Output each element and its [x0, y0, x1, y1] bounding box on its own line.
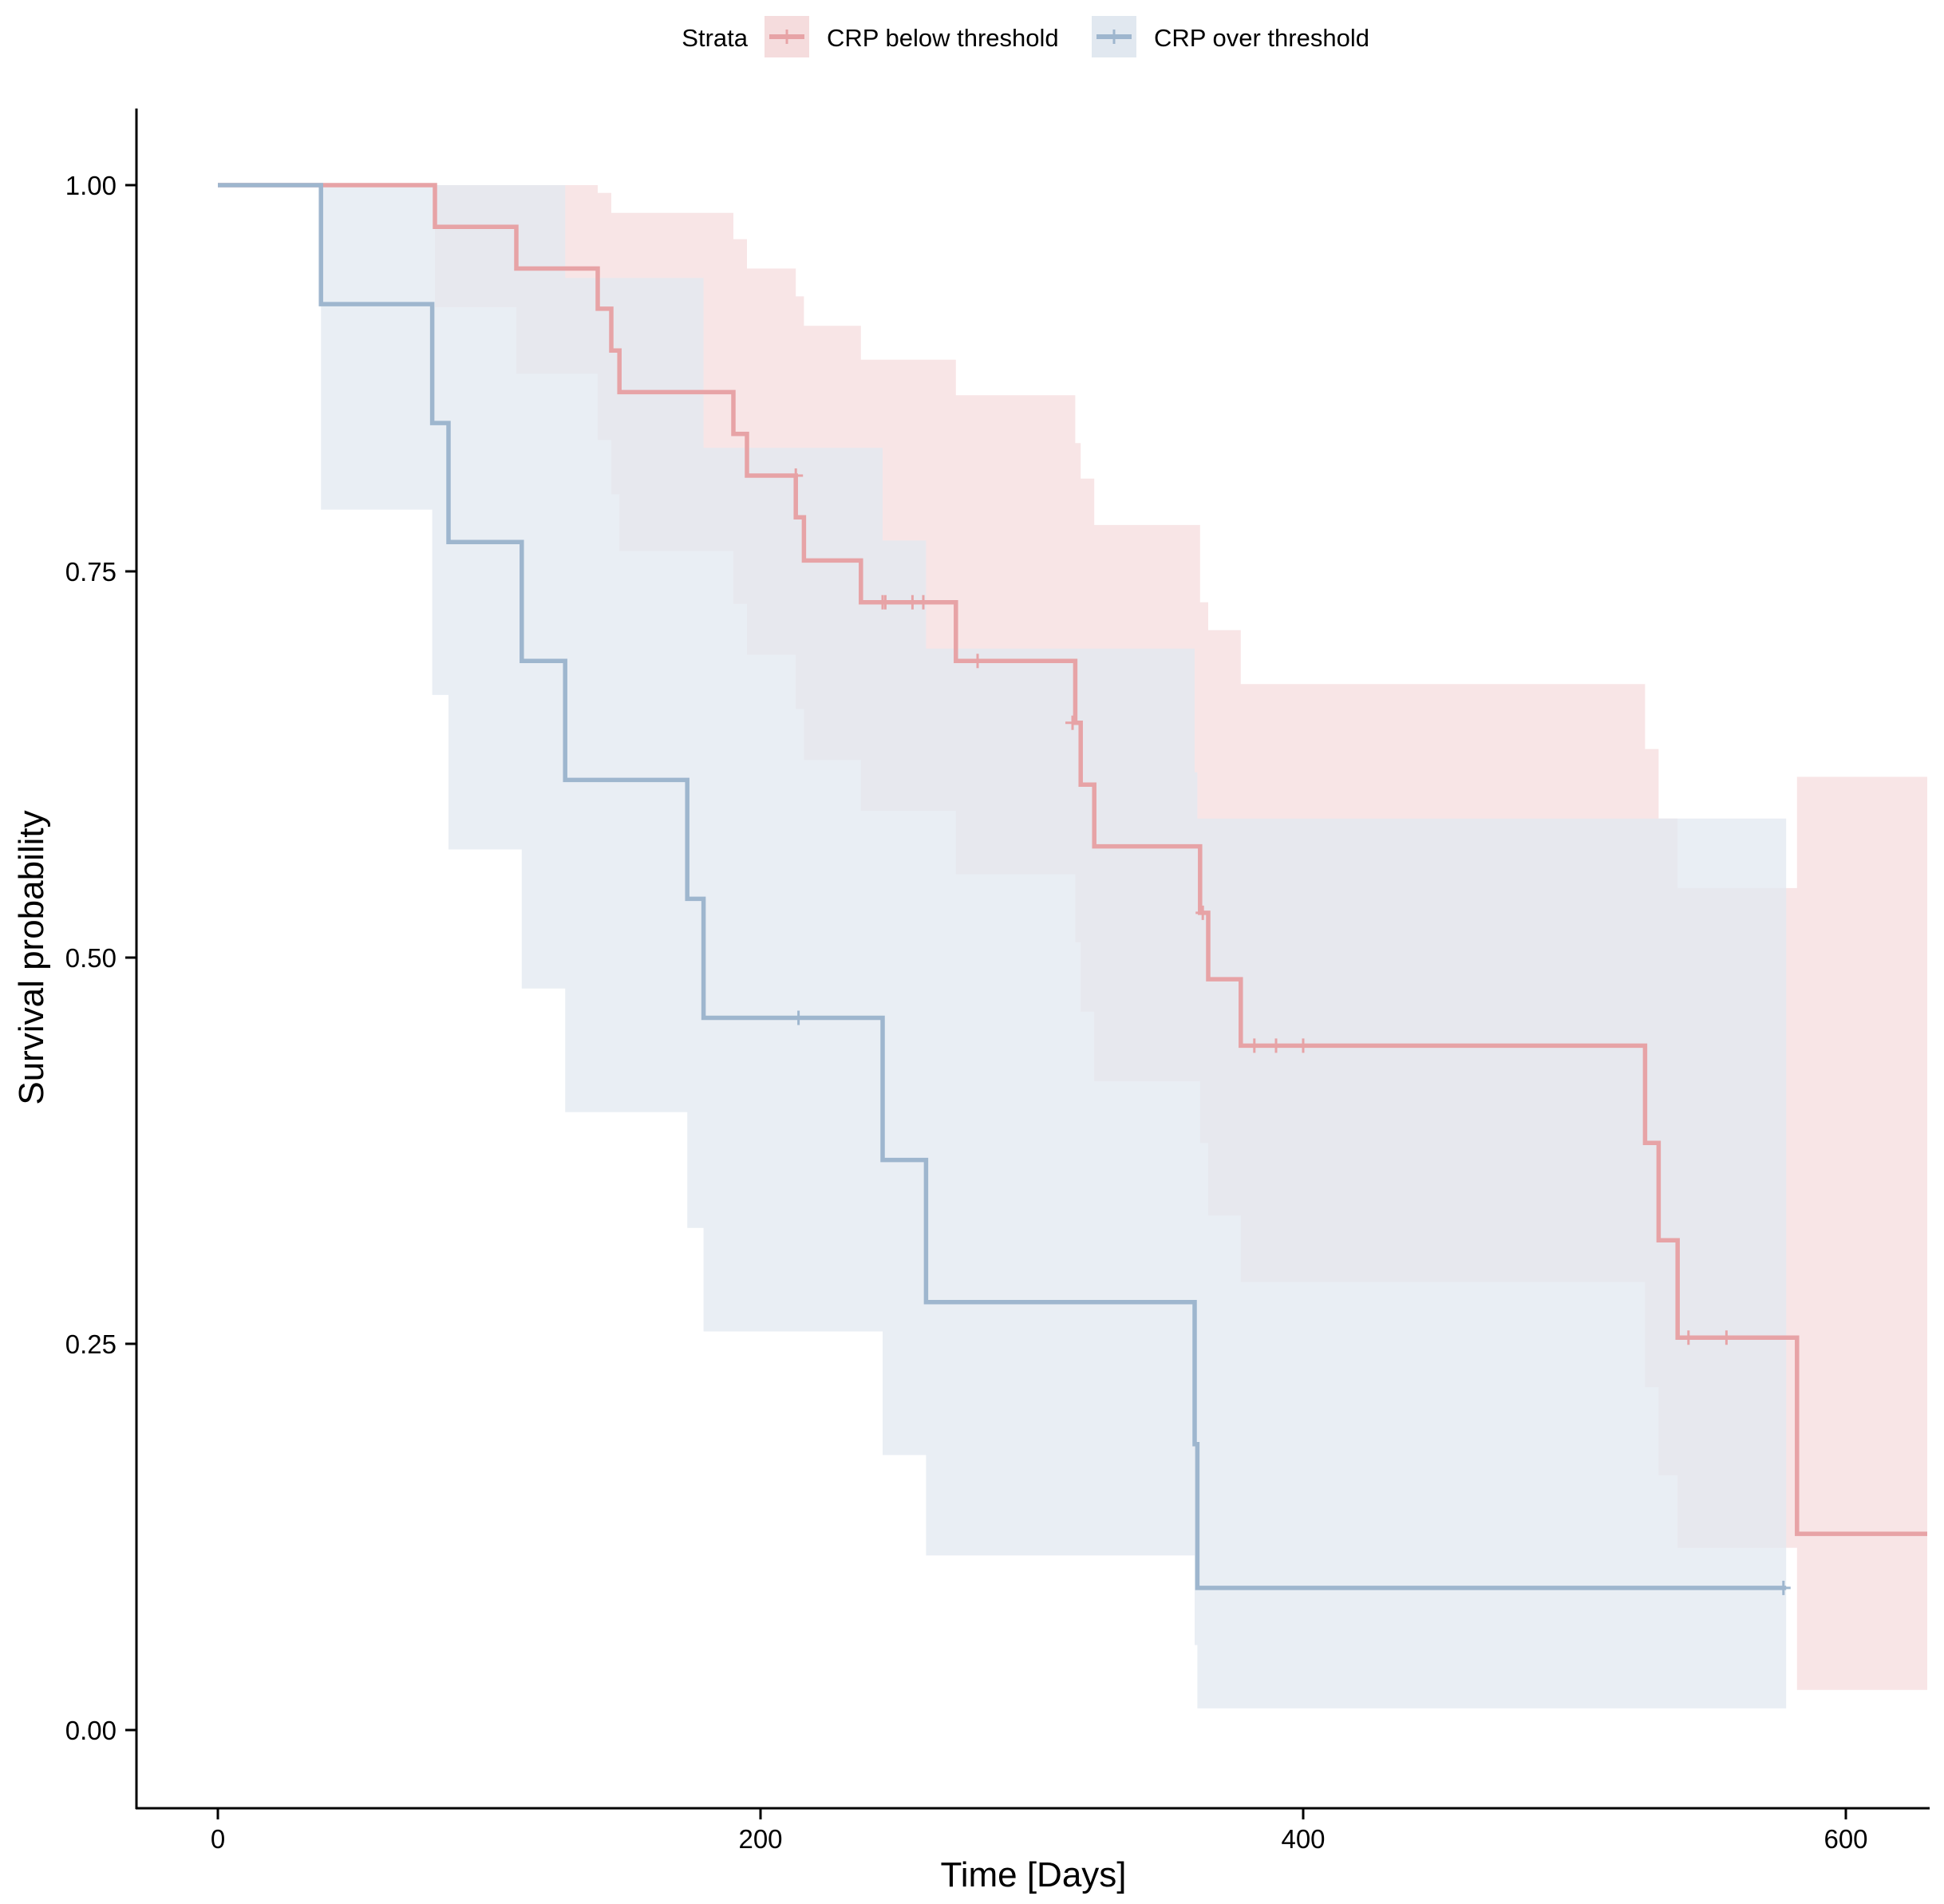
legend-label-over-threshold: CRP over threshold: [1154, 24, 1369, 52]
confidence-bands: [218, 185, 1927, 1708]
censor-marks: [788, 468, 1791, 1595]
survival-curve-crp-below-threshold: [218, 183, 1927, 1536]
y-axis-ticks: 0.00 0.25 0.50 0.75 1.00: [65, 171, 136, 1745]
ci-band-crp-over-threshold: [218, 185, 1787, 1708]
legend-title: Strata: [682, 24, 748, 52]
y-tick-label: 0.75: [65, 557, 117, 587]
x-tick-label: 0: [211, 1824, 225, 1854]
y-axis-title: Survival probability: [12, 810, 51, 1104]
survival-curves: [218, 183, 1927, 1590]
survival-curve-crp-over-threshold: [218, 183, 1787, 1590]
legend-label-below-threshold: CRP below threshold: [827, 24, 1059, 52]
x-tick-label: 200: [738, 1824, 782, 1854]
x-tick-label: 600: [1823, 1824, 1867, 1854]
y-tick-label: 0.25: [65, 1329, 117, 1359]
x-tick-label: 400: [1281, 1824, 1325, 1854]
y-tick-label: 0.00: [65, 1716, 117, 1745]
y-tick-label: 0.50: [65, 943, 117, 973]
x-axis-title: Time [Days]: [940, 1855, 1126, 1894]
legend: Strata CRP below threshold CRP over thre…: [682, 16, 1369, 57]
y-tick-label: 1.00: [65, 171, 117, 200]
x-axis-ticks: 0 200 400 600: [211, 1808, 1868, 1854]
